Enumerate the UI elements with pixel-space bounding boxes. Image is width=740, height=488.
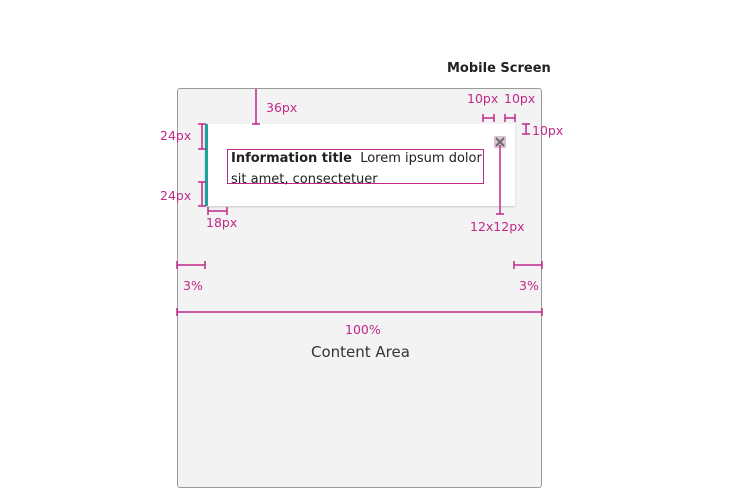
annotation-close-gap-left: 10px <box>467 91 499 106</box>
screen-label: Mobile Screen <box>447 61 551 76</box>
annotation-top-gap: 36px <box>266 100 298 115</box>
annotation-full-width: 100% <box>345 322 381 337</box>
annotation-margin-left: 3% <box>183 278 203 293</box>
close-icon[interactable] <box>494 133 506 148</box>
measurement-lines <box>176 89 543 316</box>
annotation-close-gap-top: 10px <box>532 123 564 138</box>
content-area-label: Content Area <box>311 343 410 361</box>
annotation-pad-left: 18px <box>206 215 238 230</box>
notification-accent-bar <box>205 124 208 206</box>
annotation-pad-top: 24px <box>160 128 192 143</box>
annotation-margin-right: 3% <box>519 278 539 293</box>
text-bounds-outline <box>227 149 484 184</box>
notification-title: Information title <box>231 151 352 166</box>
annotation-close-gap-right: 10px <box>504 91 536 106</box>
notification-message: Lorem ipsum dolor sit amet, consectetuer <box>231 151 482 187</box>
annotation-close-size: 12x12px <box>470 219 525 234</box>
notification-card <box>205 124 515 206</box>
annotation-pad-bottom: 24px <box>160 188 192 203</box>
notification-text: Information title Lorem ipsum dolor sit … <box>231 148 483 190</box>
